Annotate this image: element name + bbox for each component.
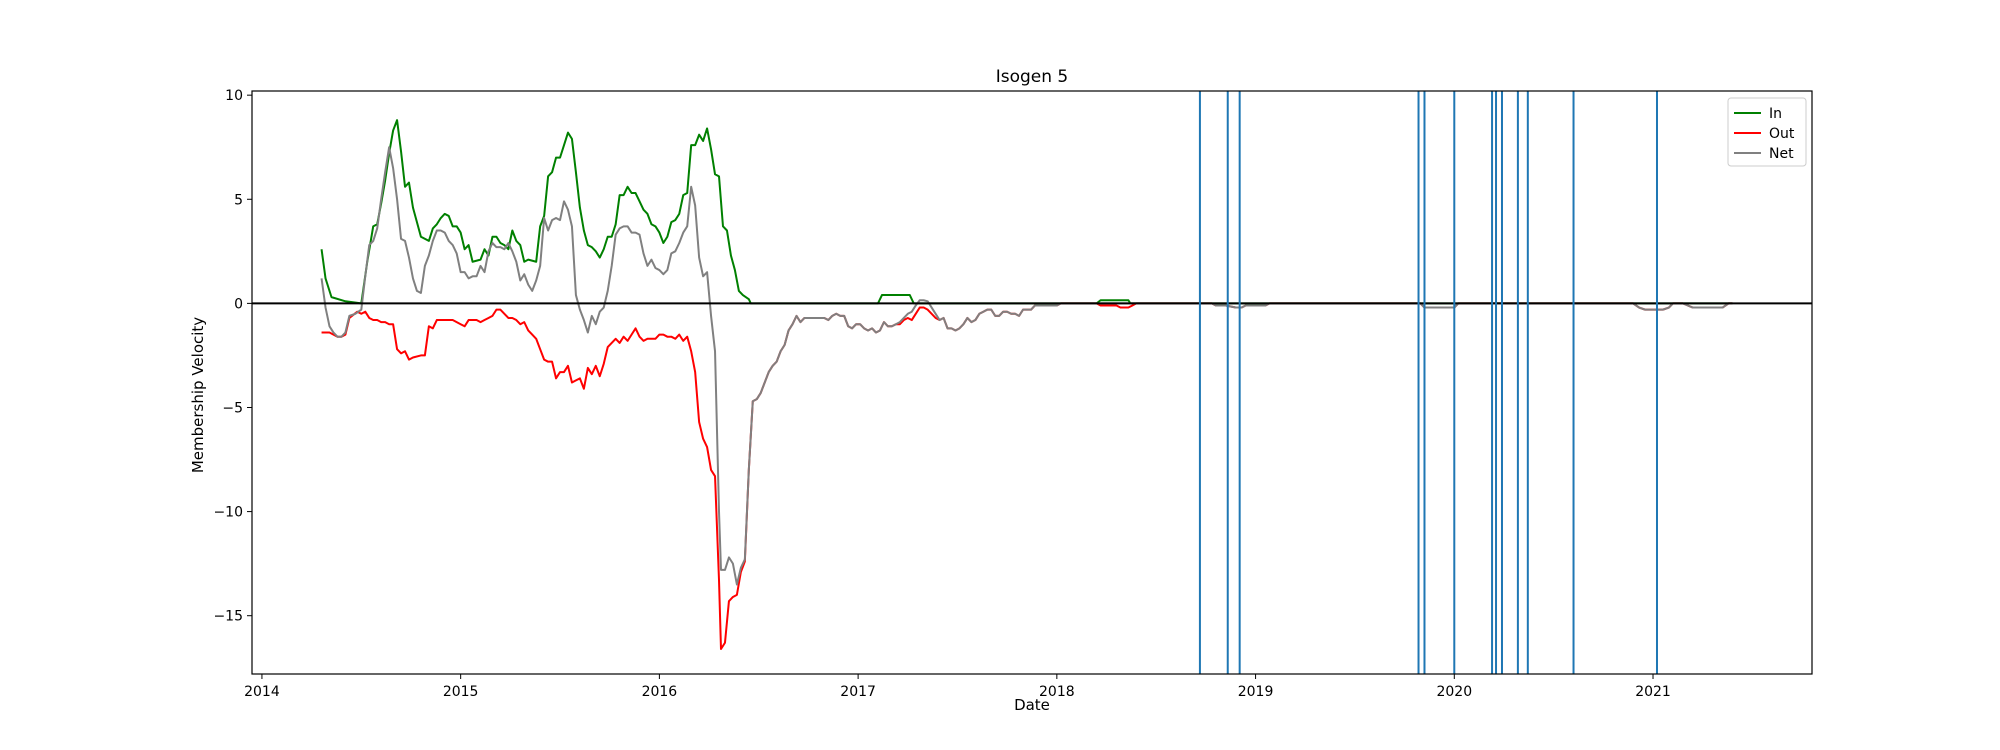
legend-label-out: Out: [1769, 126, 1795, 142]
legend-label-in: In: [1769, 106, 1782, 122]
y-tick-label: 10: [225, 88, 243, 104]
x-tick-label: 2017: [840, 684, 876, 700]
vertical-markers: [1198, 91, 1658, 674]
x-tick-label: 2019: [1238, 684, 1274, 700]
y-tick-label: −10: [213, 505, 243, 521]
legend-label-net: Net: [1769, 146, 1794, 162]
y-tick-label: −5: [222, 400, 243, 416]
x-axis: 2014 2015 2016 2017 2018 2019 2020 2021: [244, 674, 1671, 700]
y-tick-label: 0: [234, 296, 243, 312]
x-tick-label: 2018: [1039, 684, 1075, 700]
y-tick-label: −15: [213, 609, 243, 625]
legend: In Out Net: [1727, 97, 1807, 167]
x-tick-label: 2016: [642, 684, 678, 700]
series-layer: [252, 119, 1812, 651]
x-tick-label: 2015: [443, 684, 479, 700]
chart-title: Isogen 5: [996, 67, 1069, 87]
plot-frame: [251, 90, 1813, 675]
x-tick-label: 2014: [244, 684, 280, 700]
x-tick-label: 2020: [1436, 684, 1472, 700]
series-line-net: [320, 146, 1733, 586]
y-tick-label: 5: [234, 192, 243, 208]
series-line-in: [320, 119, 1733, 305]
y-axis: 10 5 0 −5 −10 −15: [213, 88, 252, 625]
x-tick-label: 2021: [1635, 684, 1671, 700]
x-axis-label: Date: [1014, 696, 1050, 714]
legend-box: [1727, 97, 1807, 167]
y-axis-label: Membership Velocity: [189, 317, 207, 473]
